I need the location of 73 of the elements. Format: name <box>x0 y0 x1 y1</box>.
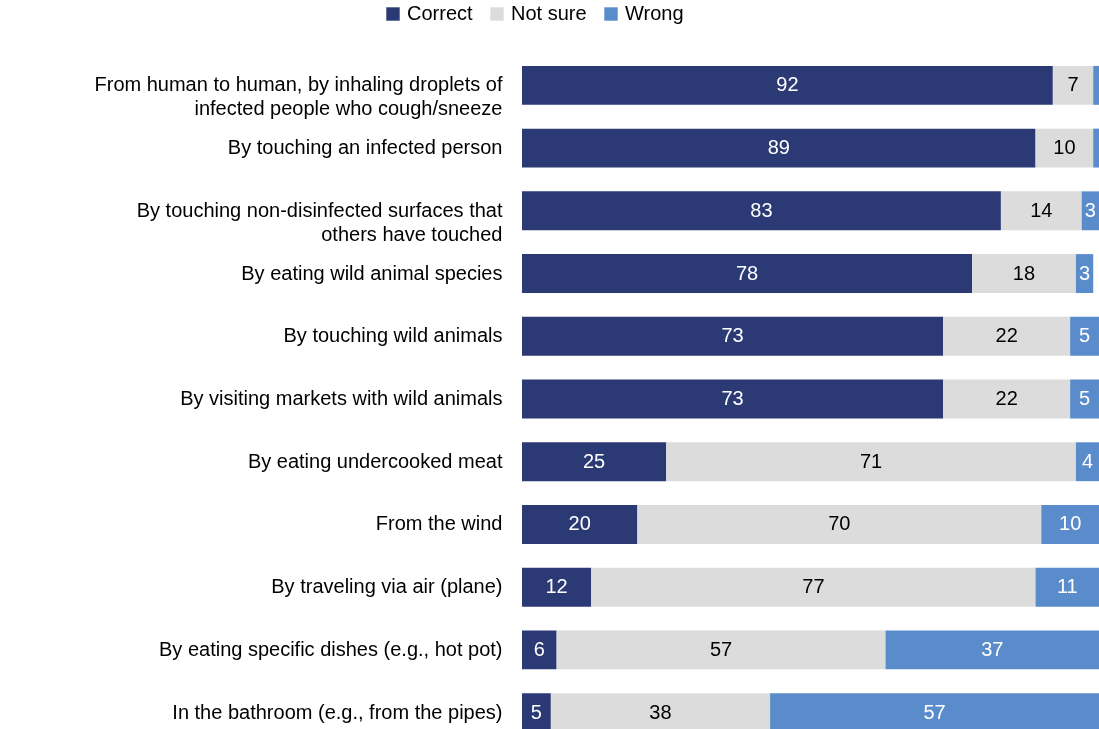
bar <box>1041 505 1099 544</box>
data-label: 38 <box>649 700 672 723</box>
bar <box>1075 442 1099 482</box>
bar <box>1070 379 1099 419</box>
bar <box>1070 316 1099 356</box>
data-label: 5 <box>1079 387 1091 409</box>
y-tick-label: From human to human, by inhaling droplets of infected people who cough/sneeze <box>94 73 503 120</box>
data-label: 57 <box>709 637 733 660</box>
data-label: 3 <box>1079 261 1091 284</box>
data-label: 14 <box>1030 198 1053 221</box>
data-label: 10 <box>1053 136 1076 159</box>
bar <box>522 630 557 670</box>
data-label: 5 <box>1079 324 1091 347</box>
data-label: 89 <box>767 136 790 159</box>
bar <box>1093 65 1099 105</box>
data-label: 92 <box>776 73 799 96</box>
bar <box>522 65 1053 105</box>
bar <box>1035 567 1099 607</box>
data-label: 77 <box>802 575 825 598</box>
y-tick-label: By touching wild animals <box>283 324 503 347</box>
y-tick-label: By visiting markets with wild animals <box>180 387 503 409</box>
bar <box>637 505 1042 544</box>
y-tick-label: By eating wild animal species <box>241 261 503 284</box>
data-label: 71 <box>859 449 883 472</box>
data-label: 22 <box>995 387 1018 409</box>
data-label: 3 <box>1084 198 1096 221</box>
data-label: 73 <box>721 387 744 409</box>
legend-label: Correct <box>407 2 474 24</box>
y-tick-label: From the wind <box>375 512 503 535</box>
bar <box>1000 191 1082 231</box>
data-label: 73 <box>721 324 744 347</box>
bar <box>522 505 638 544</box>
bar <box>1035 128 1094 168</box>
data-label: 37 <box>981 637 1004 660</box>
data-label: 83 <box>750 198 773 221</box>
bar <box>556 630 886 670</box>
y-tick-label: By traveling via air (plane) <box>271 575 503 598</box>
data-label: 10 <box>1059 512 1082 535</box>
data-label: 57 <box>923 700 946 723</box>
bar <box>522 379 944 419</box>
data-label: 12 <box>545 575 568 598</box>
data-label: 11 <box>1056 575 1078 598</box>
data-label: 25 <box>583 449 606 472</box>
bar <box>666 442 1076 482</box>
bar <box>522 254 973 293</box>
bar <box>591 567 1036 607</box>
y-tick-label: By eating specific dishes (e.g., hot pot) <box>158 637 503 660</box>
data-label: 5 <box>530 700 542 723</box>
bar <box>522 191 1001 231</box>
data-label: 22 <box>995 324 1018 347</box>
bar <box>522 567 592 607</box>
data-label: 70 <box>828 512 851 535</box>
y-tick-label: By touching non-disinfected surfaces that others have touched <box>136 198 503 245</box>
bar <box>1093 128 1099 168</box>
data-label: 20 <box>568 512 591 535</box>
data-label: 18 <box>1012 261 1036 284</box>
bar <box>1052 65 1094 105</box>
y-tick-label: By eating undercooked meat <box>247 449 503 472</box>
bar <box>522 442 667 482</box>
data-label: 4 <box>1081 449 1094 472</box>
bar <box>522 128 1036 168</box>
y-tick-label: In the bathroom (e.g., from the pipes) <box>172 700 503 723</box>
legend-label: Not sure <box>511 2 587 24</box>
data-label: 78 <box>735 261 759 284</box>
data-label: 6 <box>533 637 545 660</box>
bar <box>943 316 1071 356</box>
y-tick-label: By touching an infected person <box>227 136 503 159</box>
bar <box>522 316 944 356</box>
bar <box>943 379 1071 419</box>
legend-label: Wrong <box>625 2 684 24</box>
bar <box>885 630 1099 670</box>
bar <box>972 254 1076 293</box>
data-label: 7 <box>1067 73 1079 96</box>
